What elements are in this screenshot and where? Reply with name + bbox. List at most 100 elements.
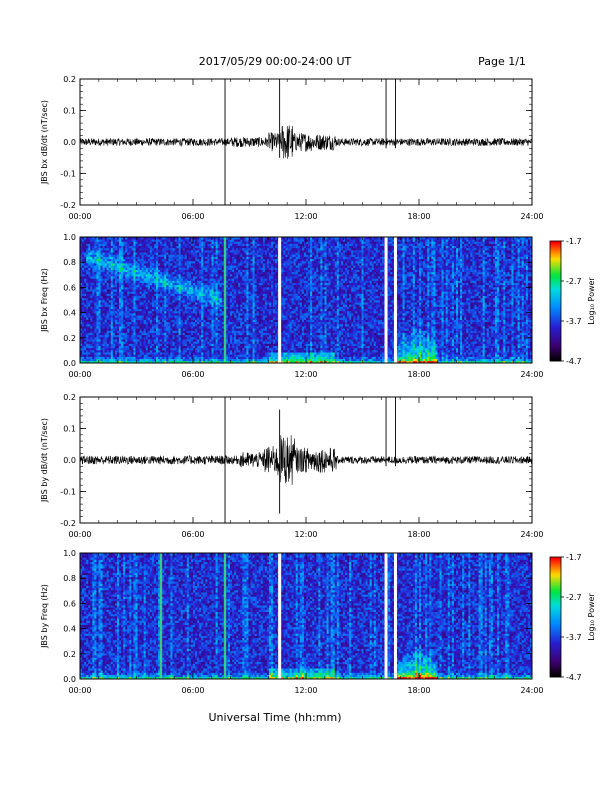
spectrogram-cell-1 — [94, 287, 96, 290]
spectrogram-cell-1 — [154, 350, 156, 353]
spectrogram-cell-1 — [152, 244, 154, 247]
spectrogram-cell-1 — [214, 287, 216, 290]
spectrogram-cell-1 — [222, 346, 224, 349]
spectrogram-cell-1 — [175, 274, 177, 277]
spectrogram-cell-1 — [154, 346, 156, 349]
spectrogram-cell-1 — [101, 293, 103, 296]
spectrogram-cell-1 — [185, 354, 187, 357]
spectrogram-cell-1 — [133, 261, 135, 264]
spectrogram-cell-1 — [86, 356, 88, 359]
spectrogram-cell-1 — [236, 274, 238, 277]
spectrogram-cell-1 — [214, 280, 216, 283]
spectrogram-cell-1 — [142, 354, 144, 357]
spectrogram-cell-1 — [185, 252, 187, 255]
spectrogram-cell-1 — [179, 244, 181, 247]
spectrogram-cell-1 — [222, 350, 224, 353]
spectrogram-cell-1 — [133, 300, 135, 303]
spectrogram-cell-1 — [92, 304, 94, 307]
spectrogram-cell-1 — [127, 307, 129, 310]
spectrogram-cell-1 — [166, 330, 168, 333]
spectrogram-cell-1 — [230, 261, 232, 264]
spectrogram-cell-1 — [170, 259, 172, 262]
spectrogram-cell-1 — [94, 328, 96, 331]
spectrogram-cell-1 — [201, 320, 203, 323]
spectrogram-cell-1 — [103, 250, 105, 253]
spectrogram-cell-1 — [101, 354, 103, 357]
spectrogram-cell-1 — [170, 322, 172, 325]
spectrogram-cell-1 — [101, 307, 103, 310]
spectrogram-cell-1 — [127, 276, 129, 279]
spectrogram-cell-1 — [86, 337, 88, 340]
spectrogram-cell-1 — [170, 246, 172, 249]
spectrogram-cell-1 — [121, 356, 123, 359]
spectrogram-cell-1 — [115, 291, 117, 294]
spectrogram-cell-1 — [205, 278, 207, 281]
spectrogram-cell-1 — [175, 346, 177, 349]
spectrogram-cell-1 — [175, 315, 177, 318]
spectrogram-cell-1 — [214, 239, 216, 242]
spectrogram-cell-1 — [129, 309, 131, 312]
spectrogram-cell-1 — [152, 272, 154, 275]
spectrogram-cell-1 — [88, 257, 90, 260]
spectrogram-cell-1 — [232, 287, 234, 290]
spectrogram-cell-1 — [244, 267, 246, 270]
spectrogram-cell-1 — [240, 254, 242, 257]
spectrogram-cell-1 — [115, 257, 117, 260]
spectrogram-cell-1 — [220, 298, 222, 301]
spectrogram-cell-1 — [203, 296, 205, 299]
spectrogram-cell-1 — [156, 300, 158, 303]
spectrogram-cell-1 — [96, 337, 98, 340]
spectrogram-cell-1 — [238, 274, 240, 277]
spectrogram-cell-1 — [94, 250, 96, 253]
spectrogram-cell-1 — [189, 296, 191, 299]
spectrogram-cell-1 — [123, 346, 125, 349]
spectrogram-cell-1 — [94, 241, 96, 244]
spectrogram-cell-1 — [232, 350, 234, 353]
spectrogram-cell-1 — [216, 313, 218, 316]
spectrogram-cell-1 — [98, 322, 100, 325]
spectrogram-cell-1 — [251, 239, 253, 242]
spectrogram-cell-1 — [248, 248, 250, 251]
spectrogram-cell-1 — [251, 304, 253, 307]
spectrogram-cell-1 — [111, 267, 113, 270]
spectrogram-cell-1 — [140, 272, 142, 275]
spectrogram-cell-1 — [98, 335, 100, 338]
spectrogram-cell-1 — [195, 356, 197, 359]
spectrogram-cell-1 — [138, 330, 140, 333]
spectrogram-cell-1 — [140, 341, 142, 344]
spectrogram-cell-1 — [170, 350, 172, 353]
spectrogram-cell-1 — [207, 322, 209, 325]
spectrogram-cell-1 — [162, 239, 164, 242]
spectrogram-cell-1 — [162, 276, 164, 279]
spectrogram-cell-1 — [240, 252, 242, 255]
spectrogram-cell-1 — [105, 322, 107, 325]
spectrogram-cell-1 — [113, 248, 115, 251]
spectrogram-cell-1 — [96, 289, 98, 292]
spectrogram-cell-1 — [105, 315, 107, 318]
spectrogram-cell-1 — [131, 270, 133, 273]
spectrogram-cell-1 — [177, 350, 179, 353]
spectrogram-cell-1 — [211, 311, 213, 314]
spectrogram-cell-1 — [226, 326, 228, 329]
spectrogram-cell-1 — [144, 348, 146, 351]
spectrogram-cell-1 — [158, 259, 160, 262]
spectrogram-cell-1 — [175, 359, 177, 362]
spectrogram-cell-1 — [88, 263, 90, 266]
x-tick-label: 18:00 — [407, 212, 430, 221]
spectrogram-cell-1 — [127, 359, 129, 362]
spectrogram-cell-1 — [117, 317, 119, 320]
spectrogram-cell-1 — [162, 265, 164, 268]
spectrogram-cell-1 — [94, 289, 96, 292]
spectrogram-cell-1 — [246, 333, 248, 336]
spectrogram-cell-1 — [248, 265, 250, 268]
spectrogram-cell-1 — [201, 304, 203, 307]
spectrogram-cell-1 — [125, 291, 127, 294]
spectrogram-cell-1 — [152, 341, 154, 344]
spectrogram-cell-1 — [199, 354, 201, 357]
spectrogram-cell-1 — [131, 272, 133, 275]
spectrogram-cell-1 — [195, 335, 197, 338]
spectrogram-cell-1 — [193, 307, 195, 310]
spectrogram-cell-1 — [160, 341, 162, 344]
spectrogram-cell-1 — [109, 346, 111, 349]
spectrogram-cell-1 — [103, 346, 105, 349]
